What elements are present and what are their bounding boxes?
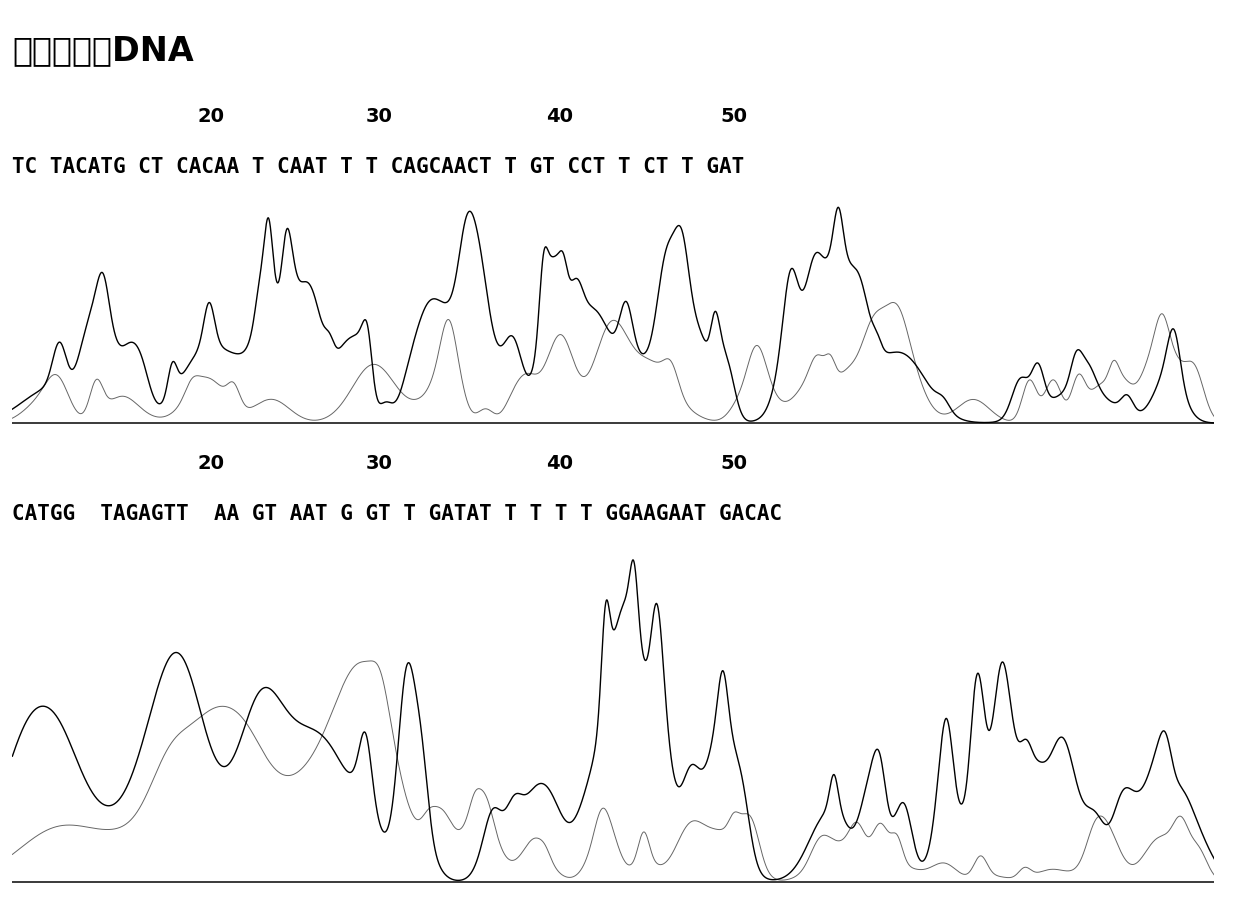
Text: 20: 20 <box>197 454 224 473</box>
Text: 30: 30 <box>366 107 393 126</box>
Text: TC TACATG CT CACAA T CAAT T T CAGCAACT T GT CCT T CT T GAT: TC TACATG CT CACAA T CAAT T T CAGCAACT T… <box>12 157 745 176</box>
Text: CATGG  TAGAGTT  AA GT AAT G GT T GATAT T T T T GGAAGAAT GACAC: CATGG TAGAGTT AA GT AAT G GT T GATAT T T… <box>12 505 783 524</box>
Text: 30: 30 <box>366 454 393 473</box>
Text: 40: 40 <box>545 454 572 473</box>
Text: 50: 50 <box>720 454 747 473</box>
Text: 20: 20 <box>197 107 224 126</box>
Text: 50: 50 <box>720 107 747 126</box>
Text: 40: 40 <box>545 107 572 126</box>
Text: 具核梭杆菌DNA: 具核梭杆菌DNA <box>12 34 195 67</box>
